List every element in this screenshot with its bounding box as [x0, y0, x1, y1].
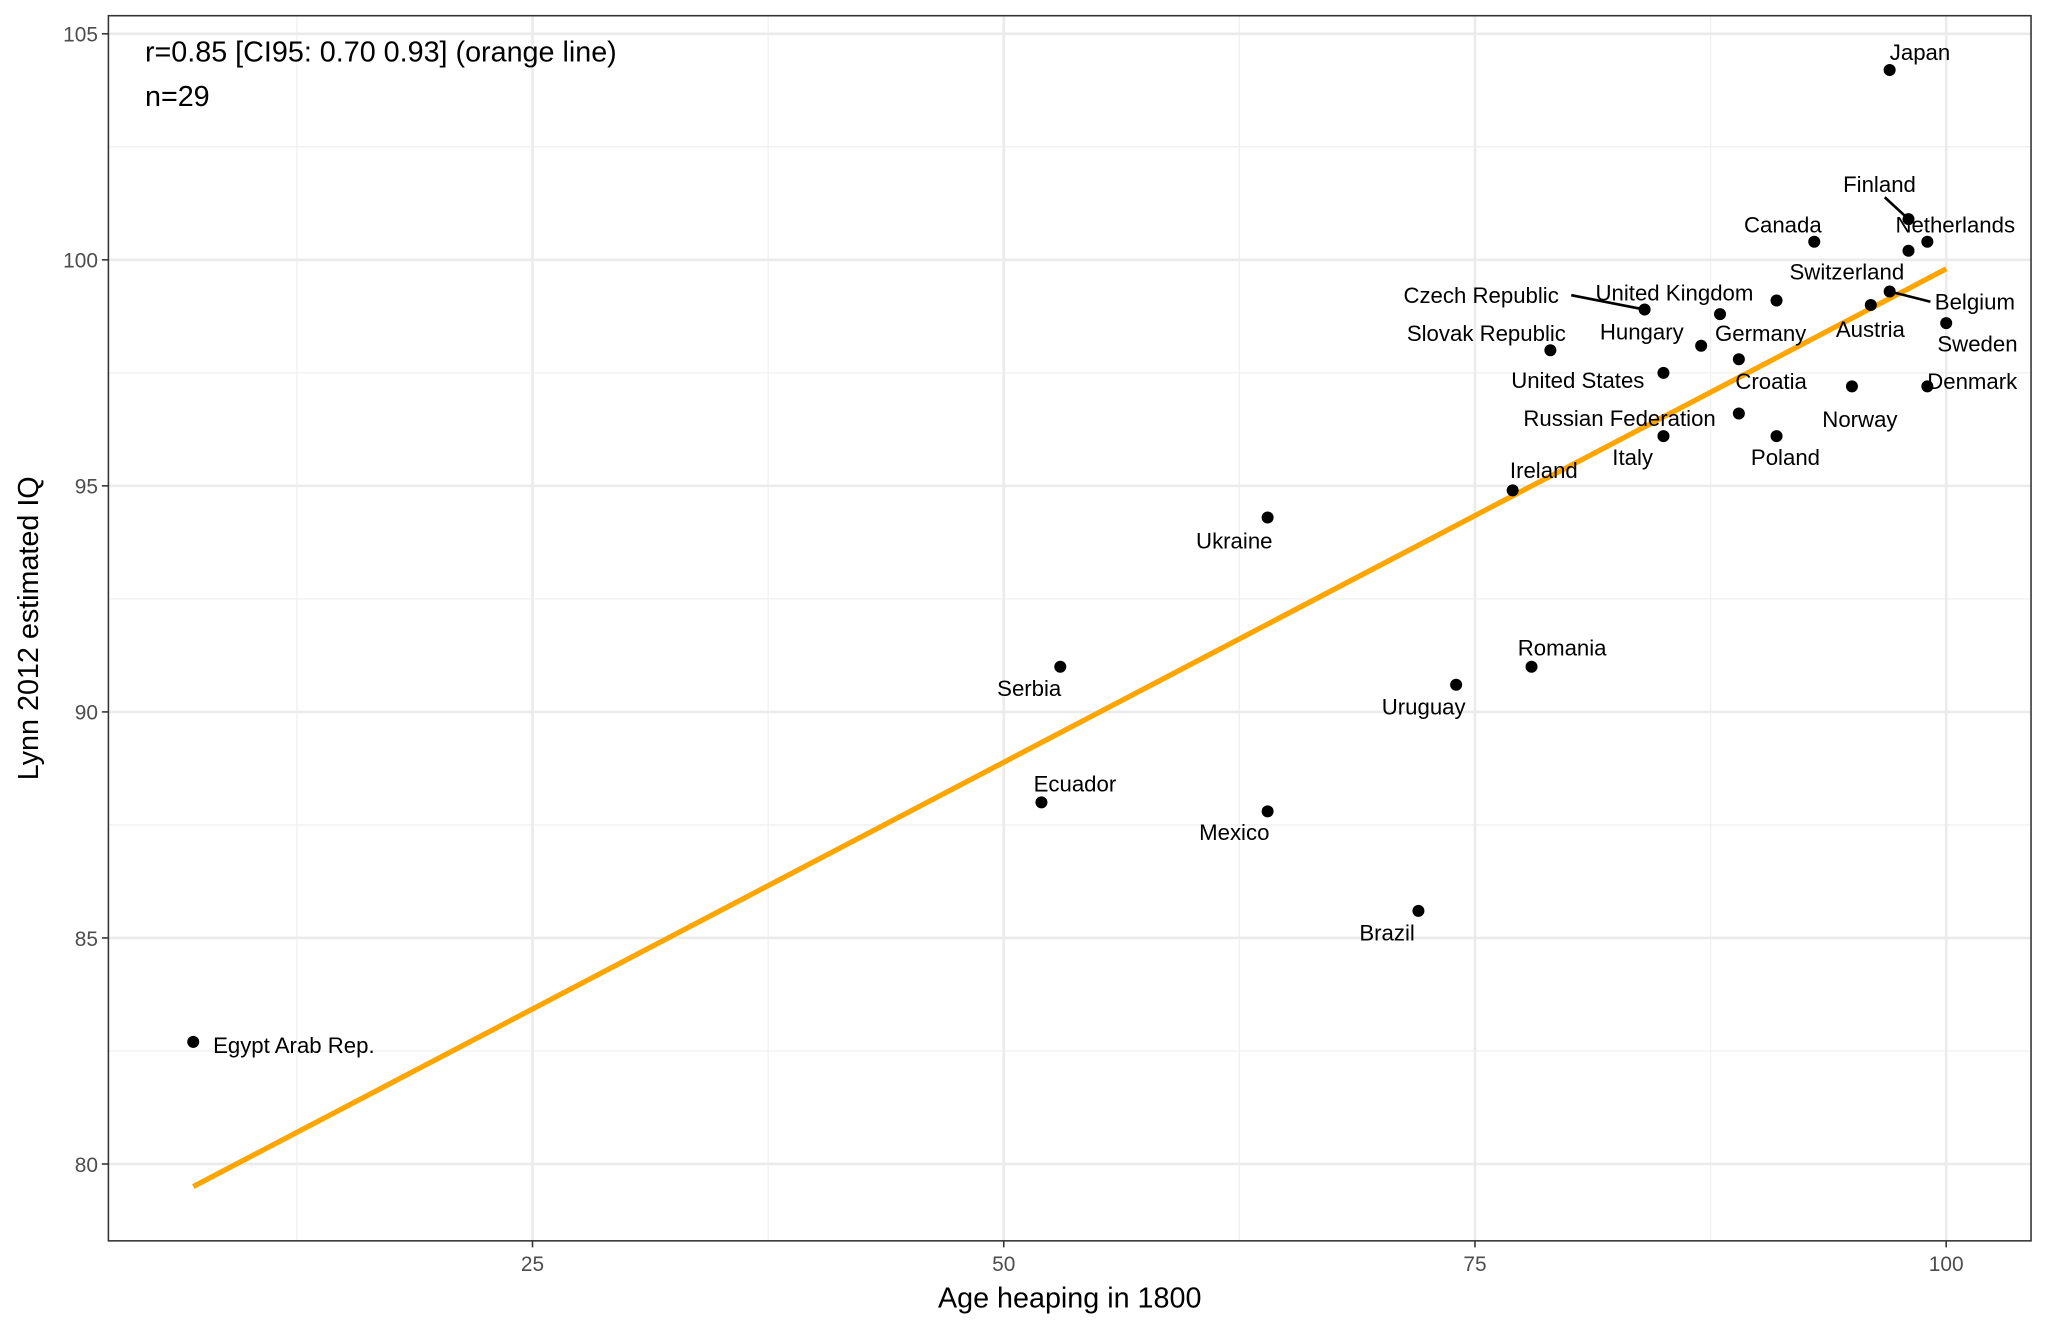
data-point [1770, 294, 1783, 307]
data-point [1864, 299, 1877, 312]
gridlines [108, 15, 2032, 1241]
point-label: Austria [1836, 317, 1906, 342]
panel-border [107, 14, 2032, 1242]
point-label: Ireland [1510, 458, 1578, 483]
x-tick-label: 50 [992, 1253, 1015, 1276]
y-tick-label: 95 [75, 476, 98, 499]
point-label: Norway [1822, 407, 1898, 432]
data-point [1506, 484, 1519, 497]
data-point [1732, 353, 1745, 366]
point-label: Italy [1612, 445, 1654, 470]
point-label: Poland [1751, 445, 1820, 470]
point-label: Czech Republic [1403, 283, 1558, 308]
point-label: Ecuador [1034, 772, 1117, 797]
point-label: Ukraine [1196, 529, 1272, 554]
point-label: Egypt Arab Rep. [213, 1033, 375, 1058]
x-tick-label: 25 [521, 1253, 544, 1276]
annotation-r: r=0.85 [CI95: 0.70 0.93] (orange line) [145, 36, 617, 68]
data-point [1657, 430, 1670, 443]
point-labels: Japan Finland Netherlands Canada Switzerland… [213, 40, 2018, 1058]
point-label: Romania [1518, 636, 1607, 661]
data-point [1940, 317, 1953, 330]
data-point [1921, 380, 1934, 393]
data-point [1544, 344, 1557, 357]
panel-background [108, 15, 2032, 1241]
point-label: Hungary [1600, 320, 1685, 345]
point-label: Brazil [1359, 920, 1414, 945]
data-point [1054, 660, 1067, 673]
data-point [1883, 63, 1896, 76]
data-point [1035, 796, 1048, 809]
y-tick-label: 90 [75, 702, 98, 725]
y-tick-label: 85 [75, 928, 98, 951]
point-label: Serbia [997, 676, 1062, 701]
data-point [1261, 805, 1274, 818]
data-point [1695, 339, 1708, 352]
point-label: Germany [1715, 321, 1807, 346]
x-tick-label: 100 [1929, 1253, 1964, 1276]
point-label: Japan [1890, 40, 1950, 65]
fit-line-group [192, 266, 1948, 1189]
data-point [1808, 235, 1821, 248]
data-point [1450, 678, 1463, 691]
label-leader-line [1571, 293, 1645, 311]
label-leader-line [1889, 290, 1931, 304]
data-point [1714, 308, 1727, 321]
data-point [1657, 366, 1670, 379]
point-label: Denmark [1927, 369, 2018, 394]
points-group [187, 63, 1953, 1048]
data-point [1261, 511, 1274, 524]
data-point [1732, 407, 1745, 420]
annotation-n: n=29 [145, 81, 210, 113]
point-label: Belgium [1935, 290, 2015, 315]
point-label: Slovak Republic [1407, 321, 1566, 346]
data-point [187, 1035, 200, 1048]
y-tick-label: 80 [75, 1154, 98, 1177]
label-leader-line [1883, 196, 1910, 221]
y-tick-label: 100 [63, 250, 98, 273]
data-point [1845, 380, 1858, 393]
data-point [1883, 285, 1896, 298]
axis-ticks: 25 50 75 100 80 85 90 95 100 105 [63, 24, 1964, 1276]
data-point [1921, 235, 1934, 248]
x-tick-label: 75 [1463, 1253, 1486, 1276]
point-label: Russian Federation [1523, 406, 1715, 431]
y-tick-label: 105 [63, 24, 98, 47]
x-axis-title: Age heaping in 1800 [938, 1282, 1202, 1314]
fit-line [192, 266, 1948, 1189]
point-label: Finland [1843, 172, 1916, 197]
point-label: Sweden [1937, 331, 2017, 356]
point-label: Croatia [1735, 369, 1807, 394]
data-point [1412, 904, 1425, 917]
point-label: Switzerland [1790, 260, 1905, 285]
point-label: Mexico [1199, 820, 1269, 845]
point-label: United States [1511, 368, 1644, 393]
point-label: Canada [1744, 213, 1822, 238]
data-point [1770, 430, 1783, 443]
data-point [1525, 660, 1538, 673]
data-point [1902, 244, 1915, 257]
point-label: Netherlands [1895, 213, 2015, 238]
y-axis-title: Lynn 2012 estimated IQ [13, 476, 45, 780]
point-label: United Kingdom [1596, 280, 1754, 305]
point-label: Uruguay [1382, 694, 1467, 719]
